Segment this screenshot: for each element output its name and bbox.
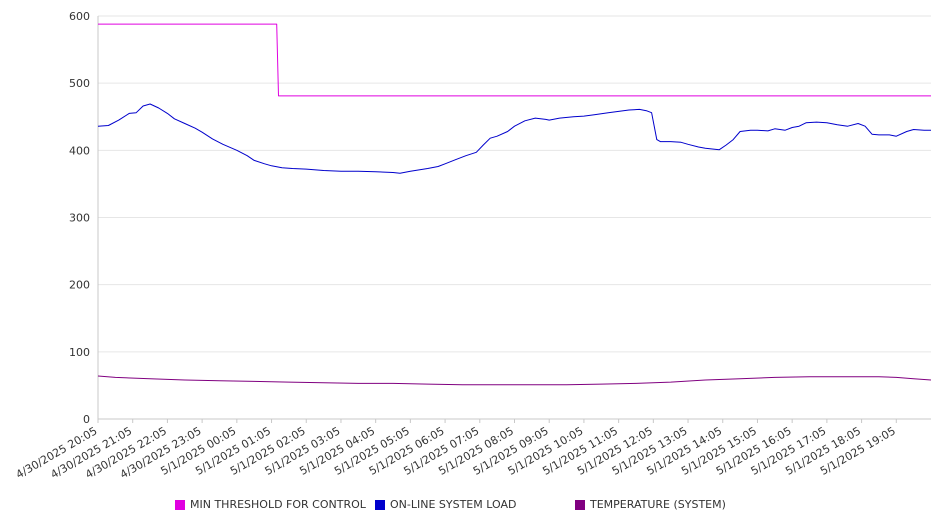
- legend-swatch-min-threshold: [175, 499, 185, 510]
- legend-item-temperature[interactable]: TEMPERATURE (SYSTEM): [575, 498, 726, 511]
- y-tick-label: 100: [69, 346, 90, 359]
- y-tick-label: 400: [69, 144, 90, 157]
- y-tick-label: 0: [83, 413, 90, 426]
- grid-lines: [98, 15, 931, 353]
- series-lines: [97, 23, 932, 386]
- y-tick-labels: 0 100 200 300 400 500 600: [69, 10, 90, 426]
- axes: [97, 16, 931, 423]
- legend-label-system-load: ON-LINE SYSTEM LOAD: [390, 498, 517, 511]
- y-tick-label: 600: [69, 10, 90, 23]
- legend: MIN THRESHOLD FOR CONTROL ON-LINE SYSTEM…: [0, 498, 946, 514]
- x-tick-labels: 4/30/2025 20:054/30/2025 21:054/30/2025 …: [14, 424, 898, 481]
- legend-item-min-threshold[interactable]: MIN THRESHOLD FOR CONTROL: [175, 498, 366, 511]
- legend-label-min-threshold: MIN THRESHOLD FOR CONTROL: [190, 498, 366, 511]
- y-tick-label: 200: [69, 279, 90, 292]
- series-line-0: [98, 23, 931, 97]
- y-tick-label: 500: [69, 77, 90, 90]
- legend-item-system-load[interactable]: ON-LINE SYSTEM LOAD: [375, 498, 516, 511]
- series-line-2: [97, 375, 932, 386]
- legend-label-temperature: TEMPERATURE (SYSTEM): [590, 498, 726, 511]
- legend-swatch-temperature: [575, 499, 585, 510]
- y-tick-label: 300: [69, 212, 90, 225]
- series-line-1: [97, 103, 931, 174]
- legend-swatch-system-load: [375, 499, 385, 510]
